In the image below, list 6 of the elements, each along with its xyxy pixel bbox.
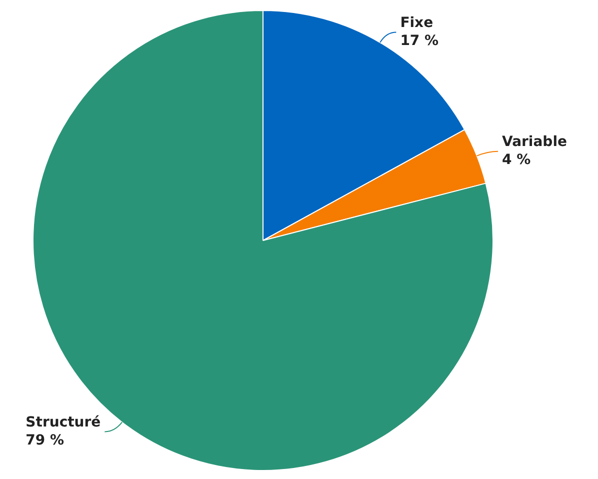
slice-label: Structuré xyxy=(26,414,101,430)
data-label: 79 % xyxy=(26,432,64,448)
slice-label: Fixe xyxy=(400,14,434,31)
data-label: 17 % xyxy=(400,32,439,49)
slice-label: Variable xyxy=(502,134,567,150)
data-label: 4 % xyxy=(502,152,531,168)
